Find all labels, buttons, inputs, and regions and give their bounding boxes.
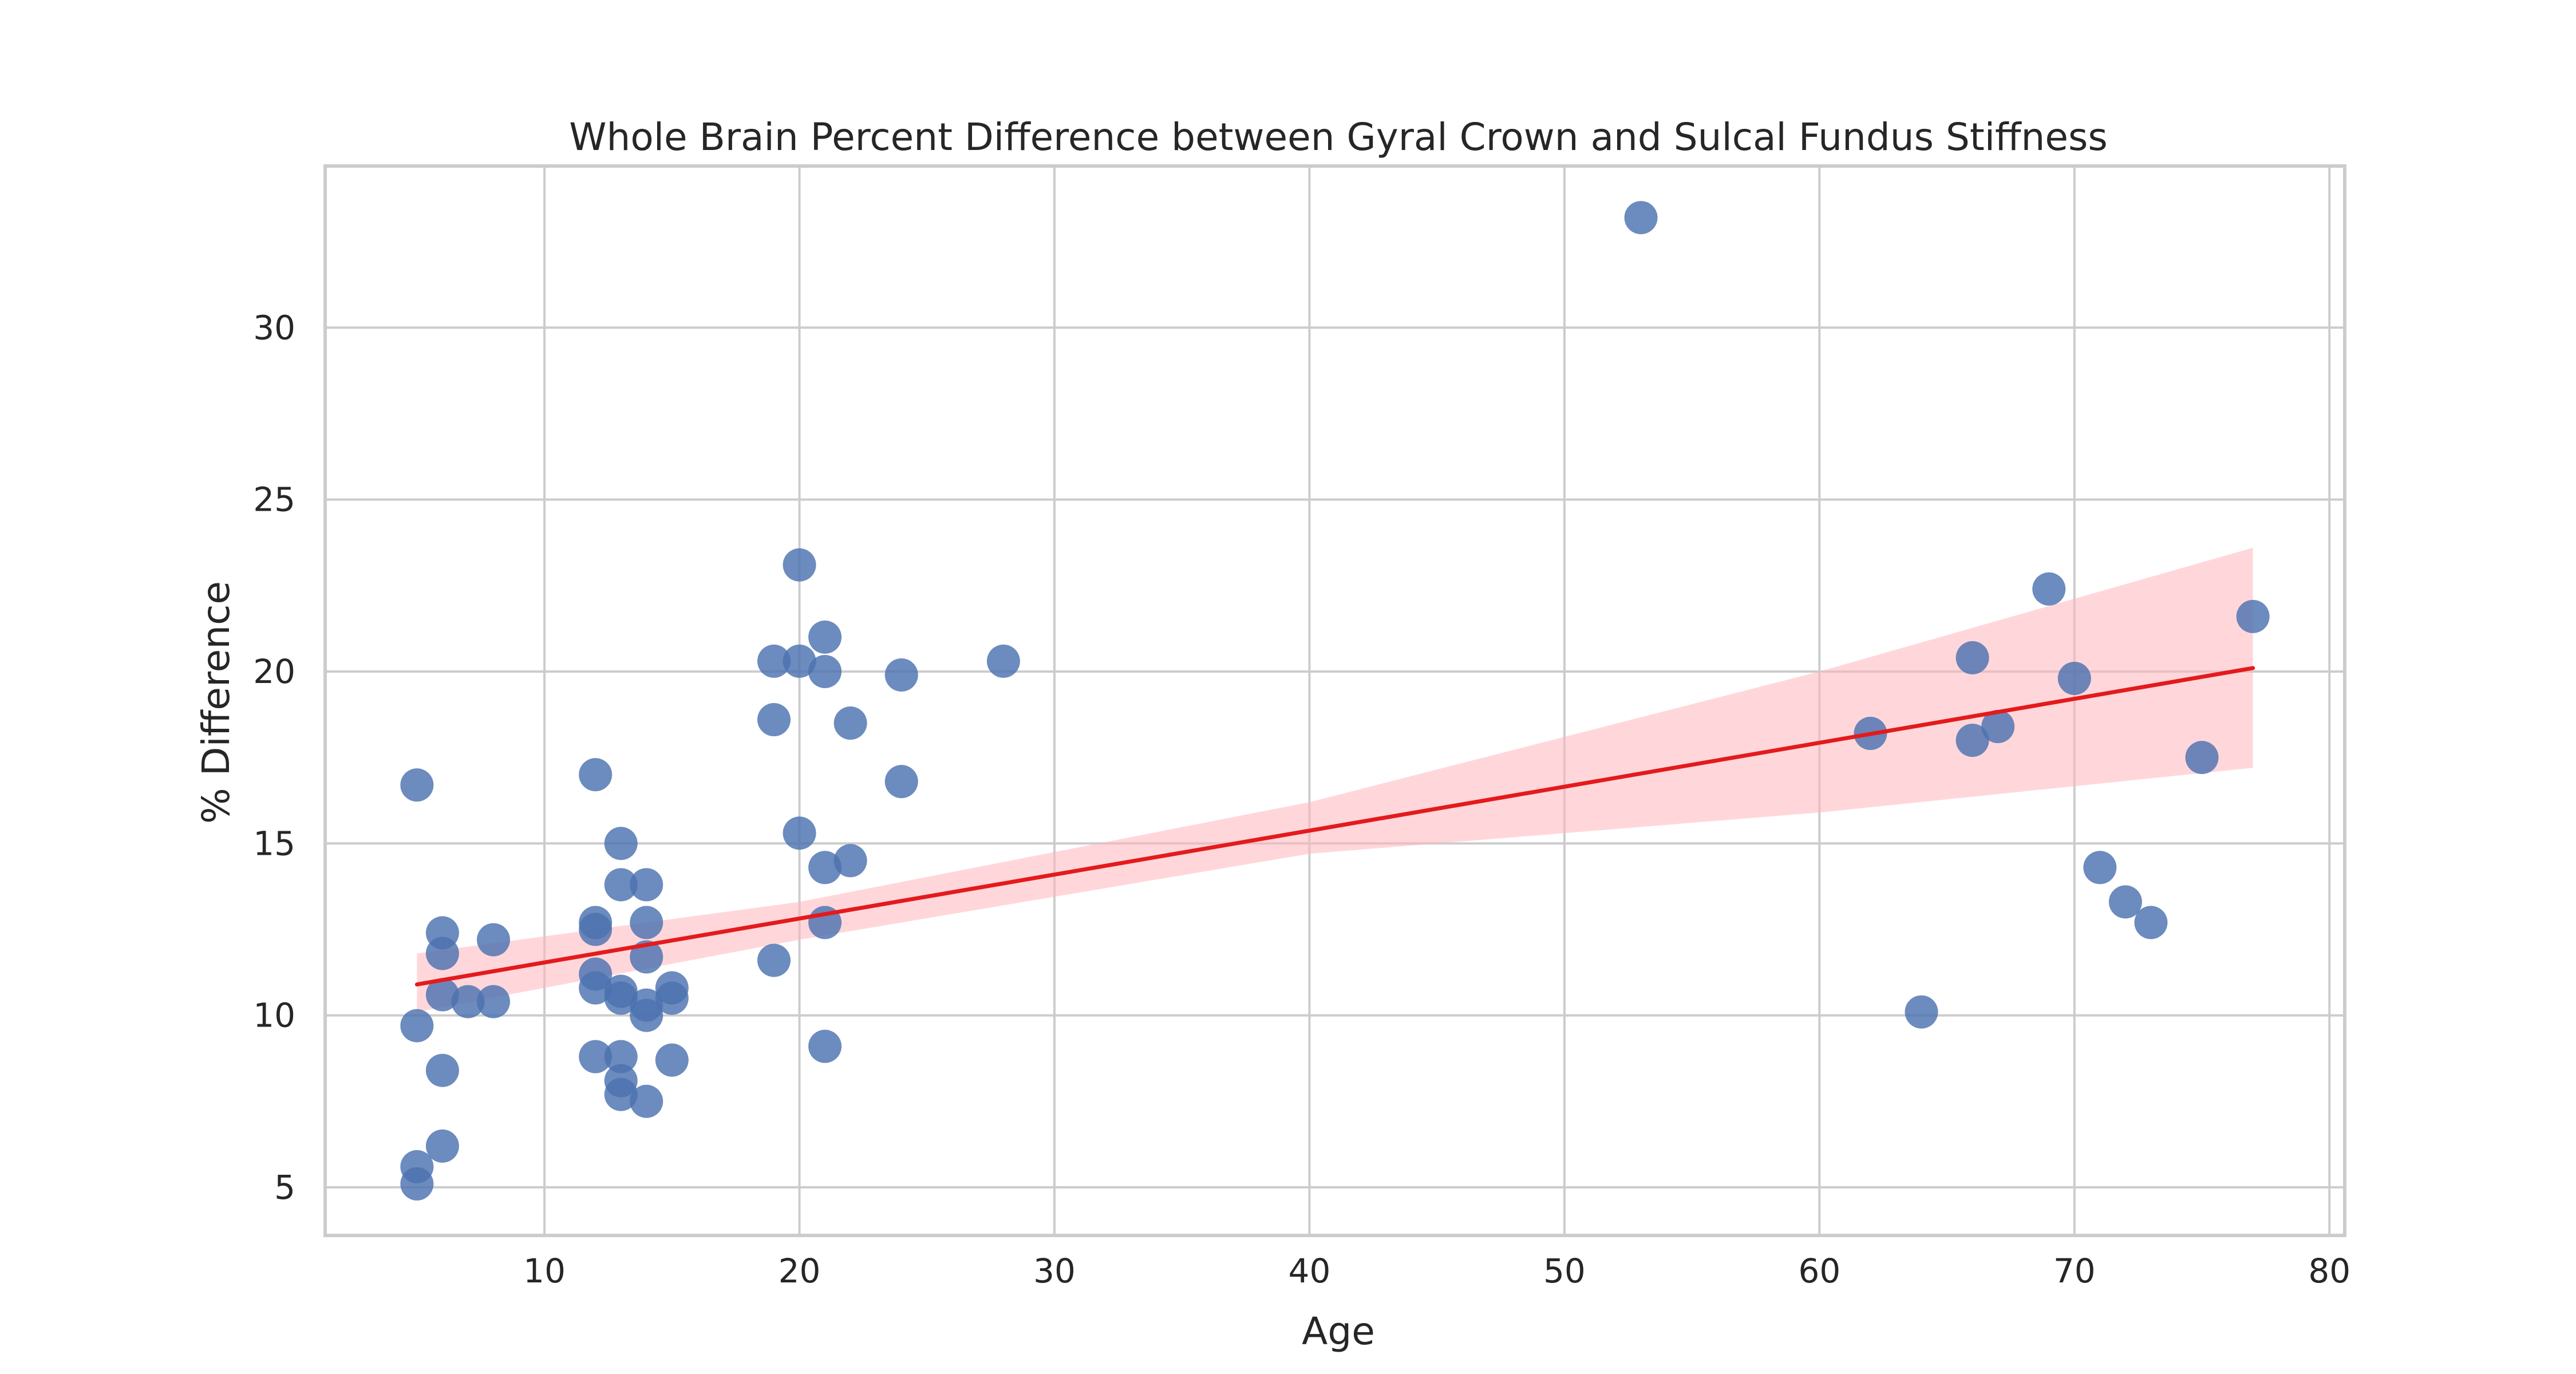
data-point bbox=[833, 844, 867, 878]
y-tick-label: 30 bbox=[253, 308, 295, 347]
data-point bbox=[425, 1053, 459, 1087]
data-point bbox=[425, 937, 459, 970]
data-point bbox=[630, 998, 663, 1032]
data-point bbox=[655, 1043, 689, 1077]
data-point bbox=[604, 868, 638, 902]
data-point bbox=[2185, 741, 2219, 775]
data-point bbox=[757, 644, 791, 678]
x-tick-label: 40 bbox=[1289, 1251, 1331, 1290]
data-point bbox=[808, 654, 842, 688]
data-point bbox=[2108, 885, 2142, 919]
data-point bbox=[884, 765, 918, 799]
data-point bbox=[2083, 851, 2117, 885]
chart-title: Whole Brain Percent Difference between G… bbox=[569, 115, 2108, 159]
x-tick-label: 30 bbox=[1033, 1251, 1076, 1290]
data-point bbox=[808, 851, 842, 885]
data-point bbox=[400, 1009, 434, 1043]
y-tick-label: 20 bbox=[253, 652, 295, 691]
data-point bbox=[808, 620, 842, 654]
data-point bbox=[2057, 661, 2091, 695]
data-point bbox=[783, 816, 816, 850]
data-point bbox=[579, 971, 613, 1005]
data-point bbox=[630, 1084, 663, 1118]
data-points bbox=[400, 201, 2270, 1201]
x-tick-label: 20 bbox=[779, 1251, 821, 1290]
regression-line bbox=[414, 666, 2255, 987]
data-point bbox=[884, 658, 918, 692]
data-point bbox=[604, 981, 638, 1015]
data-point bbox=[783, 548, 816, 582]
y-tick-label: 5 bbox=[274, 1168, 295, 1207]
data-point bbox=[477, 985, 510, 1018]
data-point bbox=[425, 1129, 459, 1163]
x-tick-label: 80 bbox=[2308, 1251, 2350, 1290]
data-point bbox=[400, 768, 434, 802]
x-axis-label: Age bbox=[1302, 1309, 1375, 1353]
y-tick-label: 15 bbox=[253, 824, 295, 863]
x-tick-label: 70 bbox=[2053, 1251, 2096, 1290]
y-tick-label: 10 bbox=[253, 996, 295, 1035]
data-point bbox=[630, 940, 663, 974]
data-point bbox=[655, 981, 689, 1015]
data-point bbox=[477, 923, 510, 957]
data-point bbox=[425, 978, 459, 1012]
confidence-band bbox=[417, 547, 2253, 1012]
data-point bbox=[604, 1040, 638, 1073]
data-point bbox=[630, 906, 663, 939]
data-point bbox=[2236, 599, 2270, 633]
plot-frame bbox=[323, 164, 2346, 1237]
data-point bbox=[833, 706, 867, 740]
y-axis-label: % Difference bbox=[194, 581, 238, 824]
y-axis-ticks: 5 10 15 20 25 30 bbox=[253, 308, 295, 1207]
data-point bbox=[400, 1167, 434, 1201]
x-tick-label: 60 bbox=[1798, 1251, 1840, 1290]
data-point bbox=[579, 758, 613, 792]
x-tick-label: 10 bbox=[523, 1251, 566, 1290]
data-point bbox=[757, 703, 791, 737]
data-point bbox=[1905, 995, 1938, 1029]
data-point bbox=[1955, 724, 1989, 757]
data-point bbox=[1981, 710, 2015, 744]
data-point bbox=[451, 985, 485, 1018]
data-point bbox=[2032, 572, 2066, 606]
x-tick-label: 50 bbox=[1543, 1251, 1586, 1290]
x-axis-ticks: 10 20 30 40 50 60 70 80 bbox=[523, 1251, 2350, 1290]
data-point bbox=[630, 868, 663, 902]
data-point bbox=[604, 1077, 638, 1111]
data-point bbox=[986, 644, 1020, 678]
data-point bbox=[808, 1029, 842, 1063]
regression-line-layer bbox=[414, 666, 2255, 987]
data-point bbox=[579, 1040, 613, 1073]
data-point bbox=[2134, 906, 2168, 939]
data-point bbox=[757, 943, 791, 977]
confidence-band-layer bbox=[417, 547, 2253, 1012]
data-point bbox=[783, 644, 816, 678]
data-point bbox=[604, 827, 638, 860]
data-point bbox=[579, 913, 613, 946]
data-point bbox=[1624, 201, 1658, 235]
data-point bbox=[1955, 641, 1989, 674]
y-tick-label: 25 bbox=[253, 480, 295, 519]
